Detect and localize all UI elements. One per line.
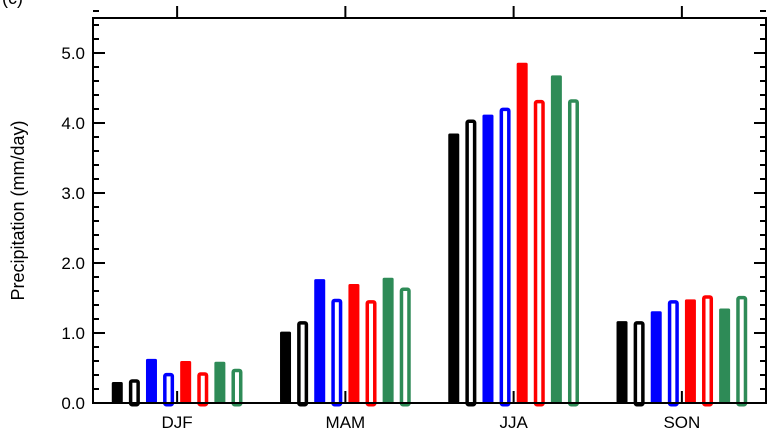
bar-son-7 xyxy=(719,308,731,403)
bar-djf-2 xyxy=(128,379,140,407)
bar-djf-6 xyxy=(197,372,209,407)
bar-jja-6 xyxy=(533,99,545,407)
bar-son-4 xyxy=(667,300,679,407)
bar-son-1 xyxy=(616,321,628,403)
x-axis: DJF MAM JJA SON xyxy=(162,6,700,432)
y-tick-label: 2.0 xyxy=(61,254,85,273)
bar-jja-3 xyxy=(482,114,494,403)
bar-djf-4 xyxy=(163,372,175,407)
bar-mam-7 xyxy=(382,277,394,403)
bar-mam-3 xyxy=(314,279,326,403)
bar-jja-8 xyxy=(567,99,579,407)
bar-mam-5 xyxy=(348,284,360,403)
bar-djf-7 xyxy=(214,361,226,403)
bar-son-6 xyxy=(702,295,714,407)
bar-mam-2 xyxy=(297,321,309,407)
bars-group xyxy=(111,62,748,407)
bar-mam-8 xyxy=(399,287,411,407)
bar-jja-7 xyxy=(550,75,562,404)
bar-djf-3 xyxy=(145,358,157,403)
y-axis: 0.0 1.0 2.0 3.0 4.0 5.0 xyxy=(61,10,766,413)
y-axis-label: Precipitation (mm/day) xyxy=(8,120,28,300)
bar-djf-1 xyxy=(111,382,123,403)
bar-mam-4 xyxy=(331,298,343,407)
x-tick-label-jja: JJA xyxy=(499,413,528,432)
bar-jja-2 xyxy=(465,119,477,407)
bar-son-5 xyxy=(684,299,696,403)
bar-djf-5 xyxy=(180,361,192,403)
x-tick-label-son: SON xyxy=(663,413,700,432)
y-tick-label: 4.0 xyxy=(61,114,85,133)
y-tick-label: 3.0 xyxy=(61,184,85,203)
x-tick-label-mam: MAM xyxy=(326,413,366,432)
y-tick-label: 0.0 xyxy=(61,394,85,413)
bar-djf-8 xyxy=(231,368,243,407)
y-tick-label: 5.0 xyxy=(61,44,85,63)
y-tick-label: 1.0 xyxy=(61,324,85,343)
panel-label: (c) xyxy=(2,0,23,8)
bar-jja-1 xyxy=(448,133,460,403)
bar-mam-6 xyxy=(365,300,377,407)
x-tick-label-djf: DJF xyxy=(162,413,193,432)
bar-mam-1 xyxy=(280,331,292,403)
bar-son-2 xyxy=(633,321,645,407)
bar-son-3 xyxy=(650,311,662,403)
bar-jja-4 xyxy=(499,107,511,407)
bar-son-8 xyxy=(736,295,748,407)
plot-frame xyxy=(92,17,767,404)
bar-jja-5 xyxy=(516,62,528,404)
